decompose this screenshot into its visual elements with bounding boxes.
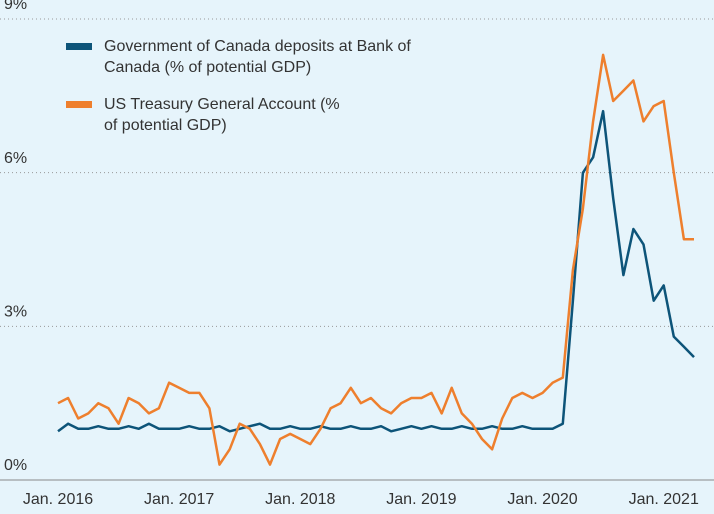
x-tick-label: Jan. 2016 — [23, 491, 93, 508]
legend-label: Government of Canada deposits at Bank of… — [104, 38, 411, 76]
y-tick-label: 0% — [4, 457, 27, 474]
series-line — [57, 53, 694, 466]
x-tick-label: Jan. 2018 — [265, 491, 335, 508]
legend-item: Government of Canada deposits at Bank of… — [66, 36, 434, 78]
x-tick-label: Jan. 2021 — [629, 491, 699, 508]
x-tick-label: Jan. 2019 — [386, 491, 456, 508]
legend-swatch — [66, 43, 92, 50]
x-tick-label: Jan. 2020 — [507, 491, 577, 508]
legend-item: US Treasury General Account (% of potent… — [66, 94, 344, 136]
y-tick-label: 6% — [4, 150, 27, 167]
legend-label: US Treasury General Account (% of potent… — [104, 96, 340, 134]
y-tick-label: 9% — [4, 0, 27, 13]
x-tick-label: Jan. 2017 — [144, 491, 214, 508]
series-line — [57, 109, 695, 433]
y-tick-label: 3% — [4, 304, 27, 321]
legend-swatch — [66, 101, 92, 108]
